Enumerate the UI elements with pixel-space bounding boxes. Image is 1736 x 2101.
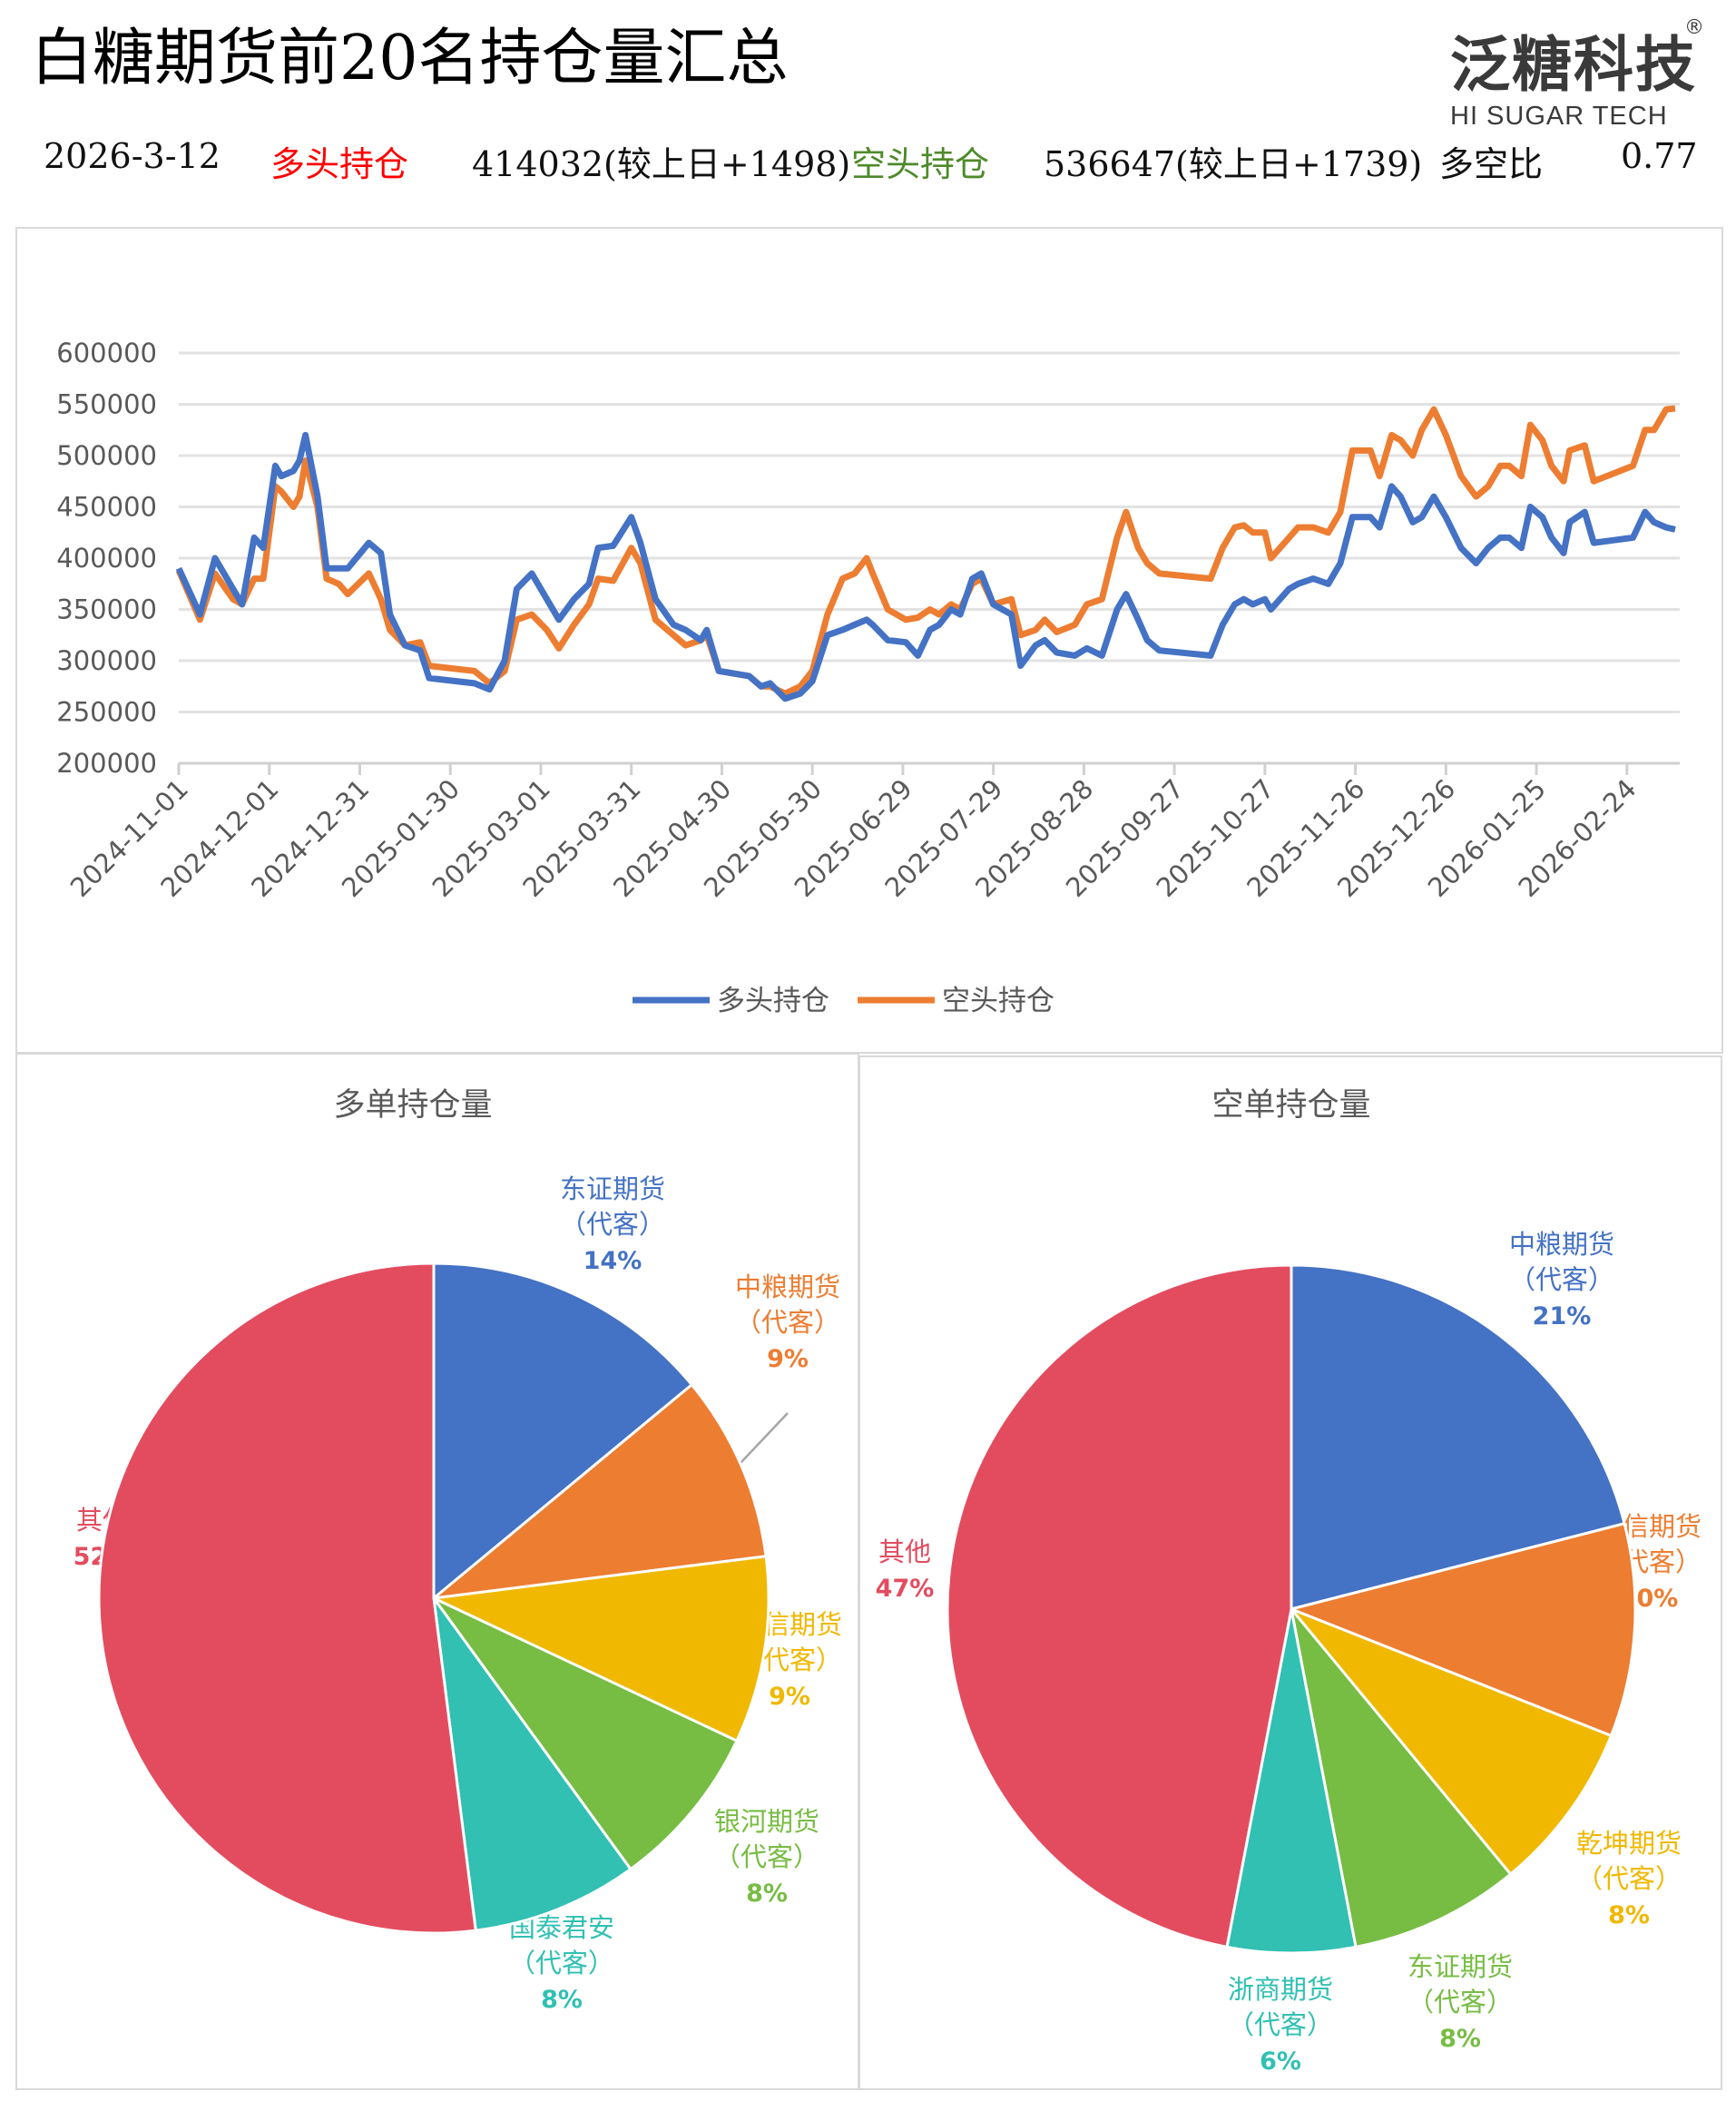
slice-name: 浙商期货 [1228, 1974, 1333, 2005]
long-position-label: 多头持仓 [270, 144, 409, 184]
pie-slice [1225, 1608, 1358, 1955]
short-position-value: 536647(较上日+1739) [1044, 144, 1423, 184]
long-short-ratio-label: 多空比 [1439, 144, 1544, 184]
short-pie-panel: 空单持仓量 中粮期货 （代客） 21% 中信期货 （代客） 10% 乾坤期货 （代客） 8% 东证期… [858, 1055, 1722, 2090]
chart-legend: 多头持仓 空头持仓 [633, 985, 1054, 1017]
pie-slice [1290, 1263, 1626, 1611]
slice-percent: 8% [541, 1986, 583, 2014]
page-title: 白糖期货前20名持仓量汇总 [31, 23, 789, 94]
report-date: 2026-3-12 [44, 136, 221, 176]
legend-label: 空头持仓 [942, 985, 1054, 1017]
pie-slice [97, 1262, 477, 1935]
long-position-pie-chart: 多单持仓量东证期货（代客）14%中粮期货（代客）9%中信期货（代客）9%银河期货… [74, 1087, 842, 2014]
short-position-label: 空头持仓 [851, 144, 990, 184]
legend-label: 多头持仓 [717, 985, 829, 1017]
slice-sub: （代客） [735, 1307, 840, 1338]
pie-slice [428, 1555, 770, 1743]
short-position-line [175, 405, 1676, 697]
logo-text-cn: 泛糖科技 [1450, 30, 1697, 100]
slice-percent: 9% [769, 1683, 810, 1711]
pie-data-label: 中粮期货 （代客） 21% [1509, 1229, 1614, 1330]
y-tick-label: 550000 [56, 389, 157, 420]
y-tick-label: 400000 [56, 543, 157, 574]
y-tick-label: 200000 [56, 748, 157, 779]
short-position-pie-chart: 空单持仓量中粮期货（代客）21%中信期货（代客）10%乾坤期货（代客）8%东证期… [876, 1087, 1702, 2076]
leader-line [740, 1412, 789, 1464]
slice-sub: （代客） [560, 1209, 665, 1240]
pie-slice [1290, 1608, 1513, 1949]
slice-percent: 8% [746, 1880, 788, 1908]
slice-sub: （代客） [1576, 1863, 1682, 1894]
pie-data-label: 乾坤期货 （代客） 8% [1576, 1828, 1682, 1929]
pie-slice [1287, 1521, 1637, 1738]
slice-sub: （代客） [509, 1948, 614, 1978]
slice-name: 乾坤期货 [1576, 1828, 1682, 1859]
line-chart-panel: 600000 550000 500000 450000 400000 350000 3000… [15, 227, 1723, 1054]
slice-name: 中粮期货 [1509, 1229, 1614, 1260]
y-tick-label: 500000 [56, 440, 157, 471]
slice-name: 中粮期货 [735, 1271, 840, 1302]
brand-logo: 泛糖科技 ® HI SUGAR TECH [1450, 16, 1704, 132]
logo-text-en: HI SUGAR TECH [1450, 102, 1668, 131]
registered-mark: ® [1684, 16, 1704, 39]
slice-sub: （代客） [1509, 1264, 1614, 1295]
slice-percent: 9% [767, 1345, 809, 1373]
slice-percent: 47% [876, 1575, 935, 1603]
pie-slice [429, 1382, 768, 1601]
slice-sub: （代客） [714, 1841, 819, 1872]
pie-slice [432, 1596, 739, 1871]
slice-sub: （代客） [1407, 1987, 1513, 2018]
pie-slice [946, 1263, 1293, 1949]
pie-data-label: 国泰君安（代客）8% [509, 1912, 614, 2014]
pie-data-label: 中粮期货 （代客） 9% [735, 1271, 840, 1373]
slice-percent: 21% [1533, 1302, 1592, 1330]
pie-slice [432, 1262, 694, 1602]
slice-name: 东证期货 [1407, 1951, 1513, 1982]
y-tick-label: 350000 [56, 594, 157, 625]
long-pie-panel: 多单持仓量 东证期货 （代客） 14% 中粮期货 （代客） 9% 中信期货 （代客） 9% 银河期货… [15, 1053, 859, 2090]
slice-sub: （代客） [1228, 2009, 1333, 2040]
y-tick-label: 300000 [56, 645, 157, 676]
pie-slice [432, 1597, 633, 1932]
pie-slice [1290, 1607, 1613, 1877]
pie-data-label: 东证期货 （代客） 8% [1407, 1951, 1513, 2053]
pie-data-label: 银河期货 （代客） 8% [714, 1806, 819, 1908]
pie-title: 空单持仓量 [1211, 1087, 1370, 1124]
long-position-line [175, 431, 1676, 702]
y-tick-label: 450000 [56, 492, 157, 523]
slice-name: 银河期货 [714, 1806, 819, 1837]
slice-percent: 14% [584, 1247, 642, 1275]
slice-name: 其他 [878, 1536, 931, 1567]
y-tick-label: 600000 [56, 338, 157, 368]
slice-name: 东证期货 [560, 1173, 665, 1204]
long-position-value: 414032(较上日+1498) [472, 144, 851, 184]
slice-percent: 8% [1608, 1901, 1650, 1929]
slice-percent: 6% [1260, 2047, 1301, 2076]
pie-data-label: 其他 47% [876, 1536, 935, 1603]
slice-percent: 8% [1439, 2025, 1481, 2053]
position-line-chart: 600000 550000 500000 450000 400000 350000 3000… [56, 338, 1680, 1017]
y-tick-label: 250000 [56, 697, 157, 728]
pie-title: 多单持仓量 [333, 1087, 492, 1124]
pie-data-label: 东证期货 （代客） 14% [560, 1173, 665, 1275]
pie-data-label: 浙商期货 （代客） 6% [1228, 1974, 1333, 2076]
long-short-ratio-value: 0.77 [1621, 136, 1698, 176]
